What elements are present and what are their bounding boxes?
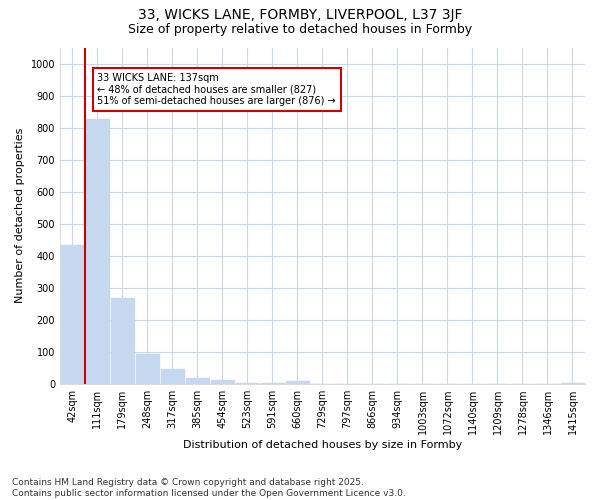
Bar bbox=[561, 383, 584, 384]
Bar bbox=[136, 354, 158, 384]
Text: Contains HM Land Registry data © Crown copyright and database right 2025.
Contai: Contains HM Land Registry data © Crown c… bbox=[12, 478, 406, 498]
Bar bbox=[86, 119, 109, 384]
Bar bbox=[186, 378, 209, 384]
X-axis label: Distribution of detached houses by size in Formby: Distribution of detached houses by size … bbox=[183, 440, 462, 450]
Y-axis label: Number of detached properties: Number of detached properties bbox=[15, 128, 25, 304]
Bar bbox=[61, 244, 83, 384]
Text: Size of property relative to detached houses in Formby: Size of property relative to detached ho… bbox=[128, 22, 472, 36]
Text: 33 WICKS LANE: 137sqm
← 48% of detached houses are smaller (827)
51% of semi-det: 33 WICKS LANE: 137sqm ← 48% of detached … bbox=[97, 73, 336, 106]
Bar bbox=[161, 369, 184, 384]
Text: 33, WICKS LANE, FORMBY, LIVERPOOL, L37 3JF: 33, WICKS LANE, FORMBY, LIVERPOOL, L37 3… bbox=[138, 8, 462, 22]
Bar bbox=[236, 383, 259, 384]
Bar bbox=[111, 298, 134, 384]
Bar bbox=[286, 381, 309, 384]
Bar bbox=[211, 380, 233, 384]
